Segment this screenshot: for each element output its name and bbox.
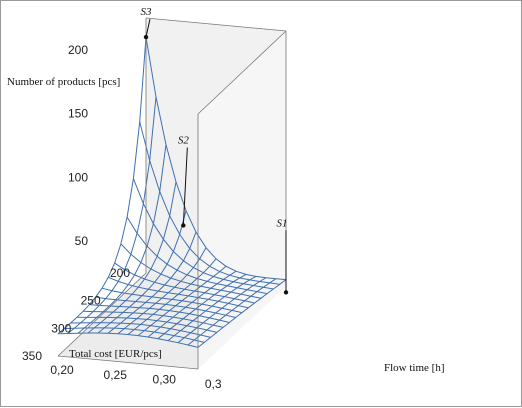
y-tick-label: 0,3 (205, 377, 222, 391)
mesh-line (57, 37, 147, 335)
y-tick-label: 0,30 (153, 372, 177, 386)
mesh-line (107, 231, 197, 334)
mesh-line (97, 210, 187, 334)
z-tick-label: 200 (68, 43, 88, 57)
surface-mesh (57, 37, 287, 348)
point-label: S2 (178, 134, 190, 146)
x-tick-label: 200 (110, 266, 130, 280)
point-marker (143, 34, 149, 40)
point-stem (182, 147, 188, 226)
mesh-line (67, 96, 157, 334)
point-label: S1 (277, 217, 288, 229)
mesh-line (95, 296, 236, 318)
z-axis-title: Number of products [pcs] (7, 76, 120, 88)
x-axis-title: Total cost [EUR/pcs] (69, 348, 162, 360)
box-edge (197, 30, 287, 115)
z-tick-label: 100 (68, 170, 88, 184)
point-stem (145, 19, 151, 38)
point-marker (181, 223, 186, 228)
x-tick-label: 300 (51, 321, 71, 335)
mesh-line (127, 258, 217, 335)
mesh-line (76, 316, 218, 333)
y-tick-label: 0,20 (50, 363, 74, 377)
mesh-line (89, 304, 230, 323)
tick-labels: 200 150 100 50 200 250 300 350 0,20 0,25 0,30 0,3 (22, 43, 222, 391)
box-edge (57, 355, 199, 370)
mesh-line (117, 247, 207, 335)
mesh-line (87, 181, 177, 334)
axis-box (57, 17, 287, 370)
y-axis-title: Flow time [h] (384, 362, 445, 374)
chart-walls (58, 18, 286, 369)
x-tick-label: 250 (81, 294, 101, 308)
point-marker (283, 290, 289, 295)
x-tick-label: 350 (22, 349, 42, 363)
y-tick-label: 0,25 (104, 368, 128, 382)
box-edge (57, 272, 147, 357)
box-edge (145, 17, 287, 32)
z-tick-label: 150 (68, 107, 88, 121)
mesh-line (70, 322, 211, 338)
mesh-line (77, 144, 167, 334)
mesh-line (57, 332, 199, 348)
labeled-points: S3 S2 S1 (141, 6, 289, 295)
point-label: S3 (141, 6, 153, 18)
mesh-line (83, 310, 224, 328)
z-tick-label: 50 (75, 234, 89, 248)
